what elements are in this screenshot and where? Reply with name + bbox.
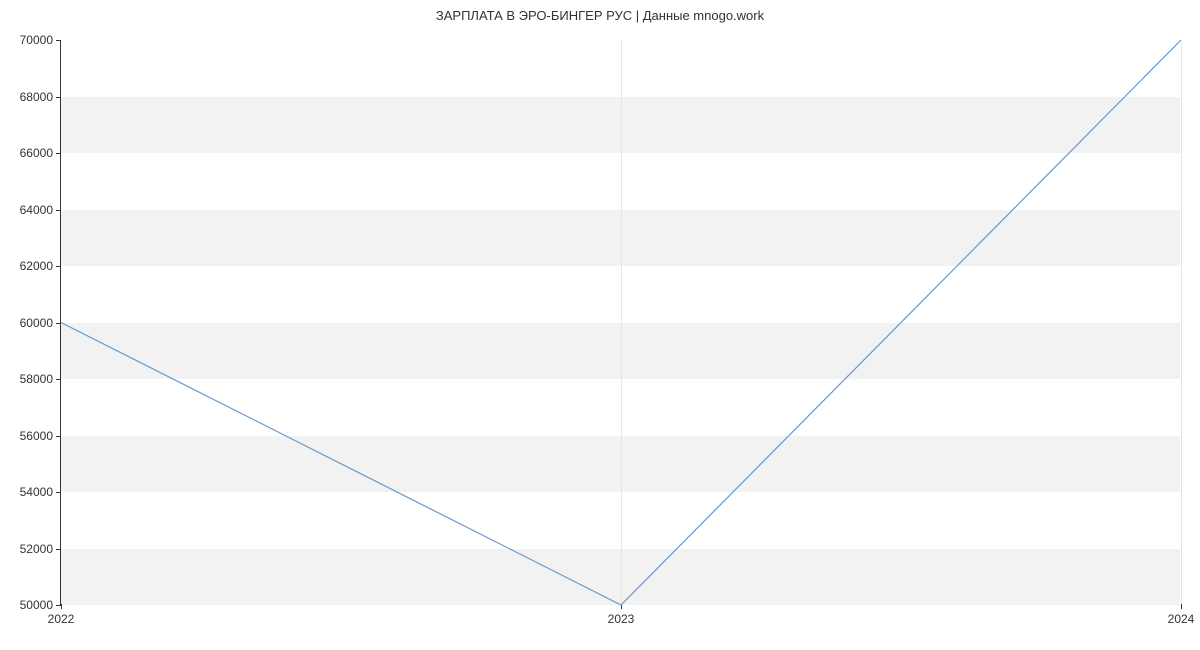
y-tick-label: 70000 <box>20 33 53 47</box>
y-tick-mark <box>56 605 61 606</box>
x-tick-label: 2022 <box>48 612 75 626</box>
chart-title: ЗАРПЛАТА В ЭРО-БИНГЕР РУС | Данные mnogo… <box>0 8 1200 23</box>
y-tick-label: 52000 <box>20 542 53 556</box>
x-tick-label: 2023 <box>608 612 635 626</box>
y-tick-label: 50000 <box>20 598 53 612</box>
chart-container: ЗАРПЛАТА В ЭРО-БИНГЕР РУС | Данные mnogo… <box>0 0 1200 650</box>
y-tick-label: 68000 <box>20 90 53 104</box>
y-tick-label: 54000 <box>20 485 53 499</box>
y-tick-label: 56000 <box>20 429 53 443</box>
y-tick-label: 66000 <box>20 146 53 160</box>
plot-area: 2022202320245000052000540005600058000600… <box>60 40 1180 605</box>
x-tick-label: 2024 <box>1168 612 1195 626</box>
y-tick-label: 60000 <box>20 316 53 330</box>
y-tick-label: 58000 <box>20 372 53 386</box>
x-tick-mark <box>1181 604 1182 609</box>
series-line <box>61 40 1181 605</box>
x-gridline <box>1181 40 1182 604</box>
y-tick-label: 62000 <box>20 259 53 273</box>
line-layer <box>61 40 1181 605</box>
y-tick-label: 64000 <box>20 203 53 217</box>
